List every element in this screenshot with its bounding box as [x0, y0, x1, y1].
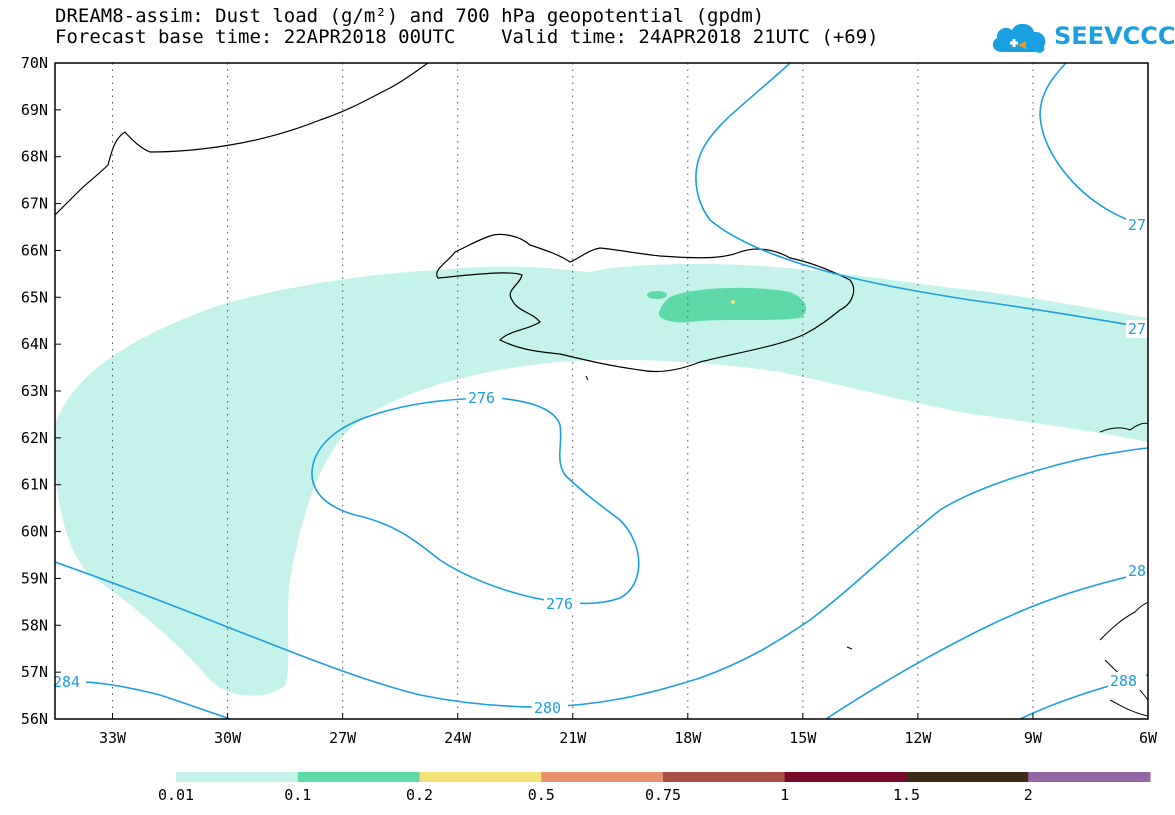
colorbar-label: 1 [780, 786, 789, 804]
contour-label-27-b: 27 [1128, 320, 1146, 338]
lat-tick-label: 63N [21, 382, 48, 400]
colorbar-label: 0.75 [645, 786, 681, 804]
contour-268-north [1039, 63, 1148, 227]
colorbar-label: 0.2 [406, 786, 433, 804]
dust-patch-01 [658, 287, 807, 323]
contour-280 [55, 447, 1148, 708]
lat-tick-label: 70N [21, 54, 48, 72]
contour-label-27-a: 27 [1128, 216, 1146, 234]
lon-tick-label: 21W [559, 729, 587, 747]
lat-tick-label: 64N [21, 335, 48, 353]
contour-label-28: 28 [1128, 562, 1146, 580]
colorbar-segment [784, 772, 907, 782]
map-title: DREAM8-assim: Dust load (g/m²) and 700 h… [55, 5, 765, 27]
colorbar-segment [663, 772, 786, 782]
lon-tick-label: 33W [99, 729, 127, 747]
latitude-axis: 70N 69N 68N 67N 66N 65N 64N 63N 62N 61N 60N 59N 58N 5… [21, 54, 61, 728]
contour-label-288: 288 [1110, 672, 1137, 690]
lat-tick-label: 58N [21, 616, 48, 634]
contour-276 [311, 397, 640, 605]
colorbar-segment [1028, 772, 1151, 782]
logo-text: SEEVCCC [1054, 22, 1175, 50]
lat-tick-label: 68N [21, 148, 48, 166]
lat-tick-label: 69N [21, 101, 48, 119]
cloud-icon [992, 23, 1046, 53]
colorbar-segment [541, 772, 664, 782]
lat-tick-label: 67N [21, 195, 48, 213]
lon-tick-label: 12W [904, 729, 932, 747]
longitude-axis: 33W 30W 27W 24W 21W 18W 15W 12W 9W 6W [99, 713, 1158, 747]
lat-tick-label: 65N [21, 288, 48, 306]
contour-272-north [695, 63, 1148, 329]
iceland-coastline [436, 233, 855, 373]
lon-tick-label: 15W [789, 729, 817, 747]
lon-tick-label: 30W [214, 729, 242, 747]
plot-area: 276 276 280 284 27 27 28 288 [53, 63, 1148, 719]
contour-label-group: 276 276 280 284 27 27 28 288 [53, 216, 1148, 717]
scotland-coastline [1099, 601, 1148, 717]
lon-tick-label: 6W [1139, 729, 1158, 747]
colorbar-label: 0.5 [528, 786, 555, 804]
lat-tick-label: 57N [21, 663, 48, 681]
lon-tick-label: 27W [329, 729, 357, 747]
colorbar-segment [419, 772, 542, 782]
lon-tick-label: 18W [674, 729, 702, 747]
lat-tick-label: 66N [21, 241, 48, 259]
colorbar-label: 1.5 [893, 786, 920, 804]
contour-label-284: 284 [53, 673, 80, 691]
colorbar-label: 0.01 [158, 786, 194, 804]
lon-tick-label: 9W [1024, 729, 1043, 747]
contour-284-east [825, 571, 1148, 719]
contour-label-280: 280 [534, 699, 561, 717]
greenland-coastline [55, 63, 429, 216]
dust-band-001 [55, 264, 1148, 696]
colorbar-segment [176, 772, 299, 782]
lat-tick-label: 56N [21, 710, 48, 728]
dust-patch-01-small [647, 291, 667, 299]
lat-tick-label: 62N [21, 429, 48, 447]
colorbar-segment [297, 772, 420, 782]
contour-label-276-bottom: 276 [546, 595, 573, 613]
lat-tick-label: 61N [21, 476, 48, 494]
contour-label-276-top: 276 [468, 389, 495, 407]
lon-tick-label: 24W [444, 729, 472, 747]
dust-patch-02 [731, 300, 735, 304]
colorbar-segment [906, 772, 1029, 782]
colorbar-label: 0.1 [284, 786, 311, 804]
map-subtitle: Forecast base time: 22APR2018 00UTC Vali… [55, 26, 879, 48]
lat-tick-label: 59N [21, 569, 48, 587]
colorbar: 0.01 0.1 0.2 0.5 0.75 1 1.5 2 [158, 772, 1151, 804]
faroe-coastline [1099, 422, 1148, 433]
lat-tick-label: 60N [21, 523, 48, 541]
colorbar-label: 2 [1024, 786, 1033, 804]
island-fragments [585, 375, 853, 650]
